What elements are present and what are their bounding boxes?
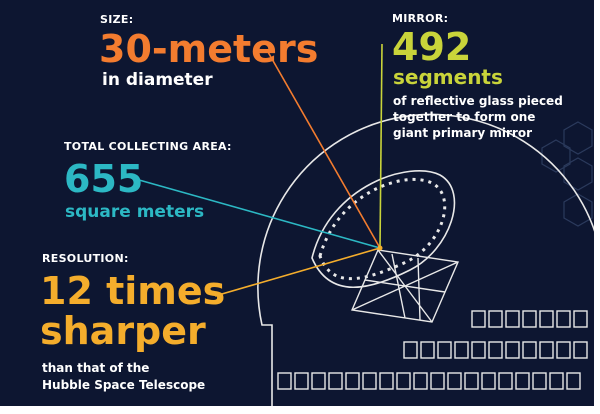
- resolution-desc-line-1: than that of the: [42, 361, 150, 375]
- resolution-desc-line-2: Hubble Space Telescope: [42, 378, 206, 392]
- mirror-desc-line-2: together to form one: [393, 110, 536, 124]
- image-border-right: [594, 0, 600, 414]
- mirror-label: MIRROR:: [392, 12, 449, 25]
- mirror-unit: segments: [393, 65, 503, 89]
- resolution-leader-line: [214, 247, 381, 297]
- resolution-value-line-2: sharper: [40, 309, 206, 353]
- hexagon-pattern: [541, 121, 593, 227]
- size-leader-line: [267, 51, 381, 249]
- area-unit: square meters: [65, 202, 205, 222]
- mirror-desc-line-3: giant primary mirror: [393, 126, 533, 140]
- resolution-value-line-1: 12 times: [40, 269, 226, 313]
- area-value: 655: [64, 157, 144, 201]
- focal-point: [377, 245, 383, 251]
- area-label: TOTAL COLLECTING AREA:: [64, 140, 232, 153]
- size-value: 30-meters: [99, 27, 319, 71]
- dome-outline: [257, 113, 600, 410]
- mirror-leader-line: [379, 43, 383, 249]
- dome-windows: [277, 310, 588, 390]
- size-label: SIZE:: [100, 13, 134, 26]
- dome-aperture: [311, 170, 456, 289]
- image-border-bottom: [0, 406, 600, 414]
- resolution-label: RESOLUTION:: [42, 252, 129, 265]
- size-description: in diameter: [102, 70, 213, 90]
- mirror-value: 492: [392, 25, 472, 69]
- mirror-desc-line-1: of reflective glass pieced: [393, 94, 563, 108]
- telescope-truss: [350, 249, 460, 323]
- area-leader-line: [131, 177, 381, 249]
